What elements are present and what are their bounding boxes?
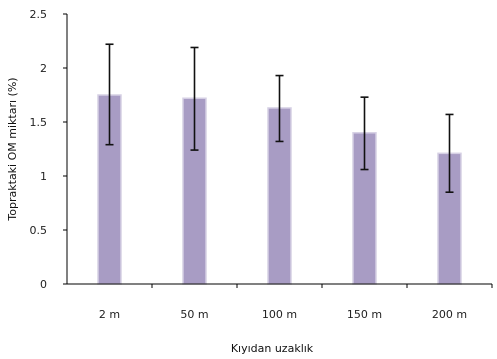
error-bar <box>190 46 199 151</box>
y-axis-ticks: 0 0.5 1 1.5 2 2.5 <box>30 8 67 291</box>
y-tick-label: 2.5 <box>30 8 48 21</box>
error-bar <box>275 74 284 143</box>
y-tick-label: 0 <box>40 278 47 291</box>
y-axis-label: Topraktaki OM miktarı (%) <box>6 77 19 221</box>
x-axis-label: Kıyıdan uzaklık <box>231 342 314 355</box>
x-tick-label: 100 m <box>262 308 297 321</box>
error-bar <box>105 43 114 146</box>
error-bar <box>360 96 369 171</box>
y-tick-label: 2 <box>40 62 47 75</box>
x-tick-label: 200 m <box>432 308 467 321</box>
x-axis-ticks: 2 m 50 m 100 m 150 m 200 m <box>99 284 493 321</box>
y-tick-label: 0.5 <box>30 224 48 237</box>
x-tick-label: 150 m <box>347 308 382 321</box>
y-tick-label: 1.5 <box>30 116 48 129</box>
error-bars <box>105 43 454 193</box>
error-bar <box>445 113 454 193</box>
x-tick-label: 2 m <box>99 308 120 321</box>
y-tick-label: 1 <box>40 170 47 183</box>
x-tick-label: 50 m <box>180 308 208 321</box>
